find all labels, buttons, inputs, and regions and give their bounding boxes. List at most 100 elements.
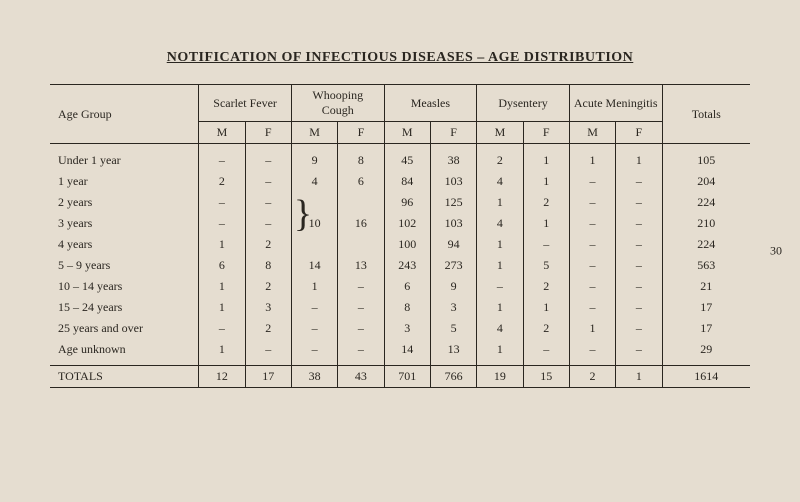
page-number: 30 bbox=[770, 244, 782, 259]
row-total: 29 bbox=[662, 339, 750, 360]
data-cell: 1 bbox=[199, 234, 245, 255]
data-cell: 3 bbox=[245, 297, 291, 318]
data-cell: 2 bbox=[245, 234, 291, 255]
age-label: Under 1 year bbox=[50, 150, 199, 171]
data-cell: – bbox=[616, 339, 662, 360]
data-cell: 1 bbox=[569, 150, 615, 171]
data-cell: – bbox=[569, 213, 615, 234]
row-total: 17 bbox=[662, 318, 750, 339]
data-cell: 96 bbox=[384, 192, 430, 213]
data-cell: 3 bbox=[430, 297, 476, 318]
row-total: 17 bbox=[662, 297, 750, 318]
data-cell: 9 bbox=[430, 276, 476, 297]
age-label: 15 – 24 years bbox=[50, 297, 199, 318]
age-label: 10 – 14 years bbox=[50, 276, 199, 297]
totals-cell: 12 bbox=[199, 366, 245, 388]
table-row: 15 – 24 years13––8311––17 bbox=[50, 297, 750, 318]
table-row: Under 1 year––9845382111105 bbox=[50, 150, 750, 171]
data-cell: – bbox=[569, 297, 615, 318]
data-cell: – bbox=[569, 339, 615, 360]
col-whooping-cough: Whooping Cough bbox=[291, 85, 384, 122]
data-cell: 5 bbox=[430, 318, 476, 339]
data-cell: – bbox=[245, 213, 291, 234]
data-cell: 16 bbox=[338, 213, 384, 234]
data-cell: – bbox=[245, 339, 291, 360]
data-cell: 2 bbox=[245, 276, 291, 297]
data-cell: 1 bbox=[569, 318, 615, 339]
data-cell: 6 bbox=[384, 276, 430, 297]
data-cell: 1 bbox=[477, 234, 523, 255]
table-row: 25 years and over–2––35421–17 bbox=[50, 318, 750, 339]
data-cell: 1 bbox=[523, 213, 569, 234]
data-cell: 1 bbox=[199, 339, 245, 360]
data-cell: 4 bbox=[477, 318, 523, 339]
data-cell: – bbox=[569, 276, 615, 297]
data-cell: 8 bbox=[384, 297, 430, 318]
sub-m: M bbox=[384, 122, 430, 144]
table-row: 5 – 9 years68141324327315––563 bbox=[50, 255, 750, 276]
row-total: 563 bbox=[662, 255, 750, 276]
age-label: 4 years bbox=[50, 234, 199, 255]
totals-cell: 17 bbox=[245, 366, 291, 388]
row-total: 21 bbox=[662, 276, 750, 297]
data-cell: 94 bbox=[430, 234, 476, 255]
data-cell: 103 bbox=[430, 171, 476, 192]
data-cell: – bbox=[569, 255, 615, 276]
totals-label: TOTALS bbox=[50, 366, 199, 388]
data-cell: 8 bbox=[245, 255, 291, 276]
table-title: NOTIFICATION OF INFECTIOUS DISEASES – AG… bbox=[50, 50, 750, 66]
data-cell: – bbox=[338, 276, 384, 297]
data-cell: 1 bbox=[523, 171, 569, 192]
age-label: 1 year bbox=[50, 171, 199, 192]
data-cell: – bbox=[616, 171, 662, 192]
data-cell bbox=[338, 234, 384, 255]
data-cell: 6 bbox=[199, 255, 245, 276]
data-cell: 1 bbox=[477, 255, 523, 276]
totals-cell: 38 bbox=[291, 366, 337, 388]
header-row-1: Age Group Scarlet Fever Whooping Cough M… bbox=[50, 85, 750, 122]
data-cell: 8 bbox=[338, 150, 384, 171]
data-cell: – bbox=[616, 234, 662, 255]
totals-cell: 2 bbox=[569, 366, 615, 388]
col-dysentery: Dysentery bbox=[477, 85, 570, 122]
row-total: 105 bbox=[662, 150, 750, 171]
data-cell: 2 bbox=[523, 192, 569, 213]
sub-f: F bbox=[616, 122, 662, 144]
data-cell: – bbox=[569, 234, 615, 255]
data-cell: – bbox=[523, 339, 569, 360]
data-cell: 3 bbox=[384, 318, 430, 339]
data-cell: – bbox=[199, 213, 245, 234]
data-cell: 38 bbox=[430, 150, 476, 171]
data-cell: 13 bbox=[338, 255, 384, 276]
row-total: 224 bbox=[662, 192, 750, 213]
data-cell: – bbox=[291, 318, 337, 339]
data-cell: – bbox=[569, 192, 615, 213]
data-cell: – bbox=[523, 234, 569, 255]
age-label: 5 – 9 years bbox=[50, 255, 199, 276]
totals-cell: 19 bbox=[477, 366, 523, 388]
data-cell: – bbox=[338, 318, 384, 339]
data-cell: 1 bbox=[199, 297, 245, 318]
data-cell: 125 bbox=[430, 192, 476, 213]
col-scarlet-fever: Scarlet Fever bbox=[199, 85, 292, 122]
data-cell: 1 bbox=[523, 150, 569, 171]
data-cell: 14 bbox=[291, 255, 337, 276]
sub-f: F bbox=[245, 122, 291, 144]
data-cell: 1 bbox=[616, 150, 662, 171]
col-totals: Totals bbox=[662, 85, 750, 144]
data-cell: 1 bbox=[477, 339, 523, 360]
totals-cell: 43 bbox=[338, 366, 384, 388]
totals-cell: 766 bbox=[430, 366, 476, 388]
data-cell: – bbox=[199, 192, 245, 213]
data-cell: – bbox=[245, 150, 291, 171]
sub-m: M bbox=[477, 122, 523, 144]
col-measles: Measles bbox=[384, 85, 477, 122]
data-cell: 102 bbox=[384, 213, 430, 234]
totals-grand: 1614 bbox=[662, 366, 750, 388]
data-cell: 1 bbox=[477, 297, 523, 318]
sub-m: M bbox=[569, 122, 615, 144]
table-row: 3 years––}101610210341––210 bbox=[50, 213, 750, 234]
data-cell: 9 bbox=[291, 150, 337, 171]
row-total: 210 bbox=[662, 213, 750, 234]
data-cell: 1 bbox=[477, 192, 523, 213]
